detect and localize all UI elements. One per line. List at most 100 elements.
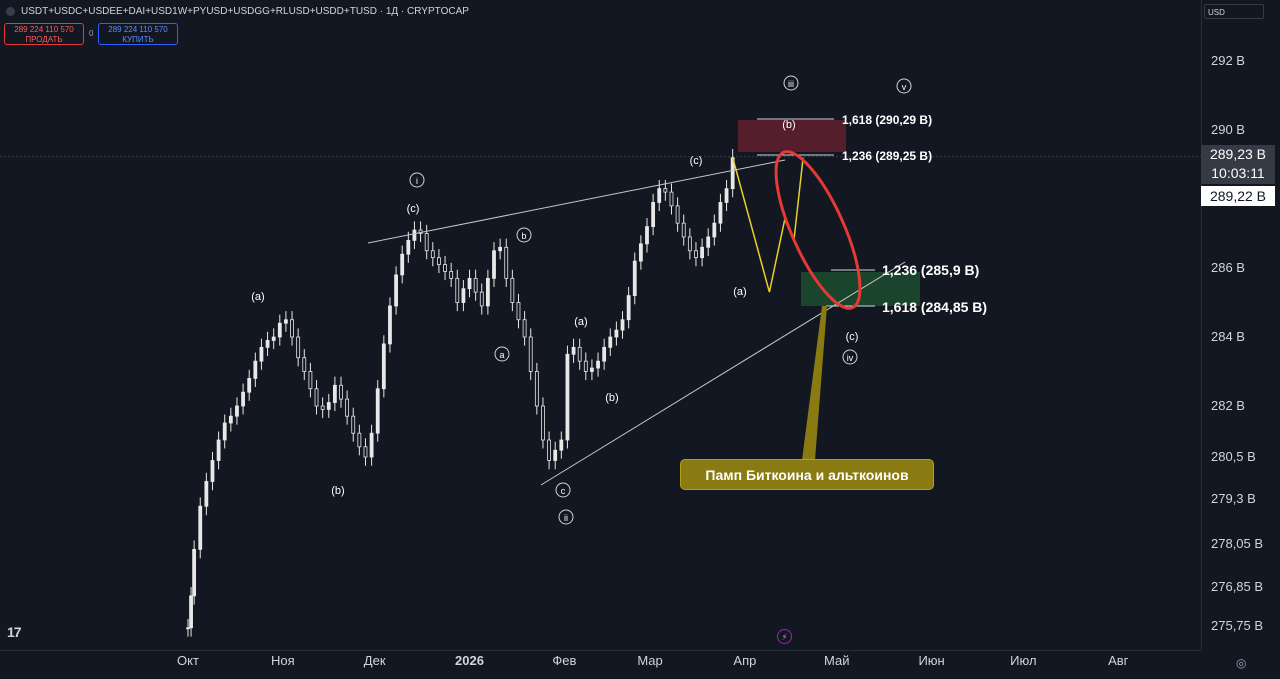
wave-label: iv — [847, 353, 854, 363]
price-chart[interactable]: 1,618 (290,29 B) 1,236 (289,25 B) 1,236 … — [0, 0, 1201, 650]
candle — [424, 233, 429, 252]
wave-label: (a) — [733, 286, 746, 298]
candle — [406, 239, 411, 255]
candle — [302, 357, 307, 372]
candle — [284, 319, 288, 324]
candle — [412, 229, 417, 241]
wave-label: (c) — [846, 331, 859, 343]
candle — [724, 188, 729, 203]
highlight-ellipse[interactable] — [760, 142, 877, 318]
candle — [290, 319, 294, 338]
tradingview-logo-icon[interactable]: 17 — [7, 624, 22, 640]
wave-label-circle — [409, 172, 425, 188]
y-tick-label: 276,85 B — [1211, 579, 1264, 594]
candle — [528, 336, 533, 372]
candle — [339, 384, 343, 400]
candle — [210, 460, 215, 482]
projection-path[interactable] — [731, 157, 804, 293]
symbol-logo-icon — [6, 6, 15, 16]
buy-button[interactable]: 289 224 110 570 КУПИТЬ — [98, 23, 178, 45]
candle — [632, 260, 637, 297]
candle — [198, 505, 203, 550]
currency-selector[interactable]: USD — [1204, 4, 1264, 19]
wave-label-circle — [516, 227, 532, 243]
candle — [394, 274, 398, 307]
second-price-badge: 289,22 B — [1201, 186, 1275, 206]
y-tick-label: 290 B — [1211, 122, 1245, 137]
candle — [204, 481, 209, 507]
candle — [241, 391, 245, 407]
candle — [620, 319, 625, 331]
candle — [541, 405, 545, 441]
candle — [718, 202, 723, 224]
candle — [577, 346, 582, 362]
candle — [228, 415, 233, 424]
candle — [522, 319, 527, 338]
candle — [189, 595, 193, 629]
candle — [730, 157, 735, 190]
candle — [308, 371, 313, 390]
candle — [186, 627, 190, 630]
candle — [320, 405, 325, 410]
candle — [430, 250, 435, 259]
wave-label: a — [499, 350, 504, 360]
candle — [504, 246, 509, 279]
candle — [669, 191, 674, 207]
candle — [590, 367, 594, 372]
candle — [461, 288, 466, 303]
candle — [400, 253, 405, 276]
wave-label: (c) — [690, 155, 703, 167]
candle — [222, 422, 227, 441]
candle — [547, 439, 551, 461]
fib-label-upper-1618: 1,618 (290,29 B) — [842, 113, 932, 127]
candle — [712, 222, 717, 238]
candle — [534, 371, 539, 407]
candle — [235, 405, 239, 417]
callout-annotation[interactable]: Памп Биткоина и альткоинов — [680, 459, 934, 490]
candle — [296, 336, 301, 359]
symbol-title[interactable]: USDT+USDC+USDEE+DAI+USD1W+PYUSD+USDGG+RL… — [21, 5, 469, 17]
y-tick-label: 282 B — [1211, 398, 1245, 413]
upper-trendline[interactable] — [367, 159, 786, 244]
price-axis[interactable] — [1201, 0, 1280, 650]
candle — [681, 222, 686, 238]
candle — [485, 277, 490, 307]
lightning-icon[interactable]: ⚡ — [777, 629, 792, 644]
x-tick-label: Июн — [918, 653, 945, 668]
candle — [602, 346, 607, 362]
candle — [614, 329, 619, 338]
candle — [516, 302, 521, 321]
candle — [657, 188, 662, 203]
countdown: 10:03:11 — [1211, 165, 1265, 181]
candle — [638, 243, 643, 262]
x-tick-label: Мар — [637, 653, 663, 668]
upper-target-zone[interactable] — [738, 120, 846, 152]
candle — [363, 446, 368, 458]
wave-label: (c) — [407, 203, 420, 215]
candle — [455, 277, 460, 303]
candle — [449, 271, 454, 279]
buy-value: 289 224 110 570 — [108, 25, 168, 34]
wave-label: (b) — [605, 392, 618, 404]
wave-label-circle — [896, 78, 912, 94]
candle — [608, 336, 613, 348]
x-tick-label: 2026 — [455, 653, 484, 668]
y-tick-label: 275,75 B — [1211, 618, 1264, 633]
settings-icon[interactable]: ◎ — [1236, 656, 1247, 670]
candle — [326, 402, 331, 410]
sell-button[interactable]: 289 224 110 570 ПРОДАТЬ — [4, 23, 84, 45]
candle — [247, 377, 252, 393]
candle — [479, 291, 484, 307]
wave-label-circle — [842, 349, 858, 365]
callout-pointer — [802, 306, 827, 460]
x-tick-label: Окт — [177, 653, 199, 668]
lower-trendline[interactable] — [540, 261, 906, 486]
candle — [345, 398, 350, 417]
wave-label-circle — [555, 482, 571, 498]
candle — [314, 388, 319, 407]
y-tick-label: 278,05 B — [1211, 536, 1264, 551]
wave-label: i — [416, 176, 418, 186]
x-tick-label: Авг — [1108, 653, 1129, 668]
time-axis[interactable] — [0, 650, 1201, 679]
candle — [467, 277, 472, 290]
